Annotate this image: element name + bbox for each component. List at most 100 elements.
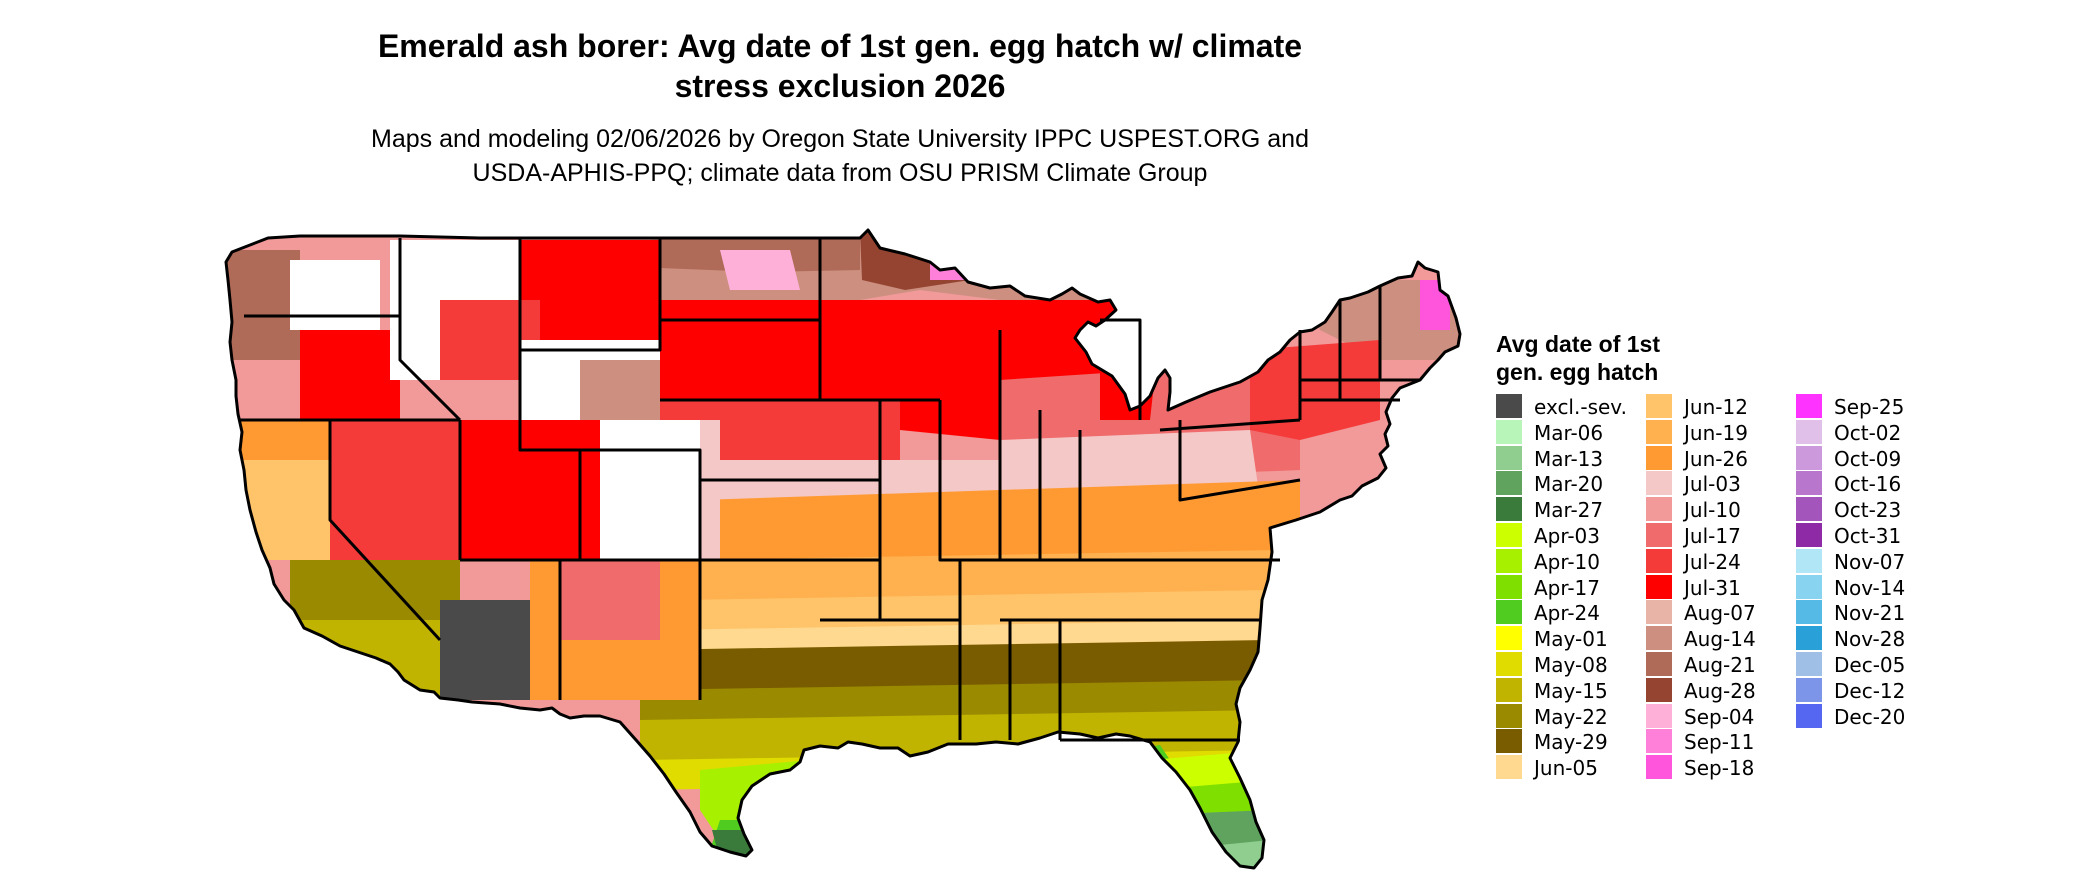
legend-item: Sep-11 (1646, 729, 1796, 755)
border-wy-co (580, 448, 702, 560)
legend-swatch (1496, 548, 1522, 573)
legend-swatch (1796, 652, 1822, 676)
legend-label: Jul-31 (1684, 575, 1741, 600)
fill-maine-sep18 (1420, 280, 1450, 330)
legend-swatch (1796, 626, 1822, 651)
legend-swatch (1496, 471, 1522, 496)
legend-item: Aug-14 (1646, 626, 1796, 652)
legend-swatch (1796, 471, 1822, 496)
legend-label: Mar-27 (1534, 498, 1604, 523)
legend-label: Nov-21 (1834, 601, 1906, 626)
legend-swatch (1646, 445, 1672, 470)
map-title-line-2: stress exclusion 2026 (674, 68, 1006, 104)
legend-label: Apr-03 (1534, 524, 1600, 548)
legend-swatch (1646, 394, 1672, 418)
legend-item: May-15 (1496, 677, 1646, 704)
legend-swatch (1796, 703, 1822, 728)
fill-northeast-jul24 (1250, 340, 1380, 440)
fill-cascades-excluded (290, 260, 380, 330)
fill-nevada-jul24 (330, 420, 460, 560)
fill-north-minnesota-aug (860, 230, 970, 290)
legend-swatch (1496, 729, 1522, 754)
legend-item: Oct-09 (1796, 445, 1946, 472)
legend-label: Aug-14 (1684, 627, 1756, 652)
legend-label: Jun-05 (1534, 756, 1598, 781)
legend-item: Apr-03 (1496, 523, 1646, 549)
legend-swatch (1496, 703, 1522, 728)
legend-swatch (1646, 523, 1672, 547)
legend-swatch (1496, 755, 1522, 780)
legend-item: May-29 (1496, 729, 1646, 755)
border-michigan (1100, 318, 1142, 420)
legend-swatch (1646, 755, 1672, 780)
legend-swatch (1496, 497, 1522, 522)
legend-label: Nov-14 (1834, 575, 1906, 600)
legend-label: Dec-20 (1834, 704, 1906, 729)
legend-item: Aug-07 (1646, 600, 1796, 626)
legend-item: Jun-12 (1646, 394, 1796, 420)
legend-item: Dec-20 (1796, 703, 1946, 730)
legend-swatch (1646, 497, 1672, 522)
map-title-line-1: Emerald ash borer: Avg date of 1st gen. … (377, 28, 1303, 64)
map-subtitle-line-2: USDA-APHIS-PPQ; climate data from OSU PR… (472, 159, 1208, 187)
fill-california-jun12 (240, 460, 330, 560)
legend-item: Mar-27 (1496, 497, 1646, 523)
legend-label: Jul-17 (1684, 524, 1741, 548)
us-map (224, 228, 1462, 870)
legend-label: Sep-04 (1684, 704, 1755, 729)
legend-swatch (1496, 652, 1522, 676)
legend-label: Aug-21 (1684, 653, 1756, 677)
legend-item: Jun-05 (1496, 755, 1646, 781)
legend-label: Sep-25 (1834, 395, 1905, 419)
legend-swatch (1496, 677, 1522, 702)
legend-item: Apr-10 (1496, 548, 1646, 575)
legend-item: Nov-07 (1796, 548, 1946, 575)
legend-swatch (1646, 703, 1672, 728)
legend-item: Jul-31 (1646, 574, 1796, 601)
legend-label: Jun-19 (1684, 420, 1748, 445)
legend-swatch (1796, 574, 1822, 599)
legend: Avg date of 1st gen. egg hatch excl.-sev… (1496, 330, 1956, 800)
legend-swatch (1646, 471, 1672, 496)
legend-swatch (1796, 445, 1822, 470)
legend-title-line-2: gen. egg hatch (1496, 359, 1659, 385)
legend-label: Sep-11 (1684, 730, 1755, 755)
legend-label: Oct-23 (1834, 498, 1902, 523)
border-ca-nv (328, 420, 442, 642)
fill-montana-jul31 (520, 240, 660, 340)
legend-item: Nov-28 (1796, 626, 1946, 652)
legend-swatch (1646, 600, 1672, 625)
legend-label: Jul-24 (1684, 549, 1741, 574)
map-subtitle: Maps and modeling 02/06/2026 by Oregon S… (240, 122, 1440, 190)
legend-label: May-08 (1534, 653, 1608, 677)
legend-label: May-29 (1534, 730, 1608, 755)
legend-title: Avg date of 1st gen. egg hatch (1496, 330, 1756, 386)
legend-item: Nov-21 (1796, 600, 1946, 626)
legend-swatch (1646, 677, 1672, 702)
fill-colorado-rockies-excluded (600, 420, 700, 560)
legend-item: Sep-18 (1646, 755, 1796, 781)
legend-item: May-22 (1496, 703, 1646, 730)
legend-swatch (1796, 497, 1822, 522)
legend-swatch (1496, 419, 1522, 444)
legend-label: May-22 (1534, 704, 1608, 729)
legend-swatch (1646, 626, 1672, 651)
legend-swatch (1646, 419, 1672, 444)
legend-item: Jun-19 (1646, 419, 1796, 446)
legend-item: Sep-25 (1796, 394, 1946, 420)
legend-item: Jun-26 (1646, 445, 1796, 472)
legend-label: May-01 (1534, 627, 1608, 652)
legend-label: May-15 (1534, 678, 1608, 703)
legend-label: Jun-26 (1684, 446, 1748, 471)
legend-label: Sep-18 (1684, 756, 1755, 781)
legend-swatch (1496, 523, 1522, 547)
legend-item: Oct-02 (1796, 419, 1946, 446)
fill-florida-mar13 (1220, 840, 1270, 868)
legend-label: Dec-05 (1834, 653, 1906, 677)
legend-label: Apr-10 (1534, 549, 1600, 574)
legend-label: Jul-10 (1684, 498, 1741, 523)
legend-item: Jul-03 (1646, 471, 1796, 497)
legend-item: Dec-05 (1796, 652, 1946, 678)
legend-label: Mar-13 (1534, 446, 1604, 471)
legend-label: Oct-31 (1834, 524, 1902, 548)
